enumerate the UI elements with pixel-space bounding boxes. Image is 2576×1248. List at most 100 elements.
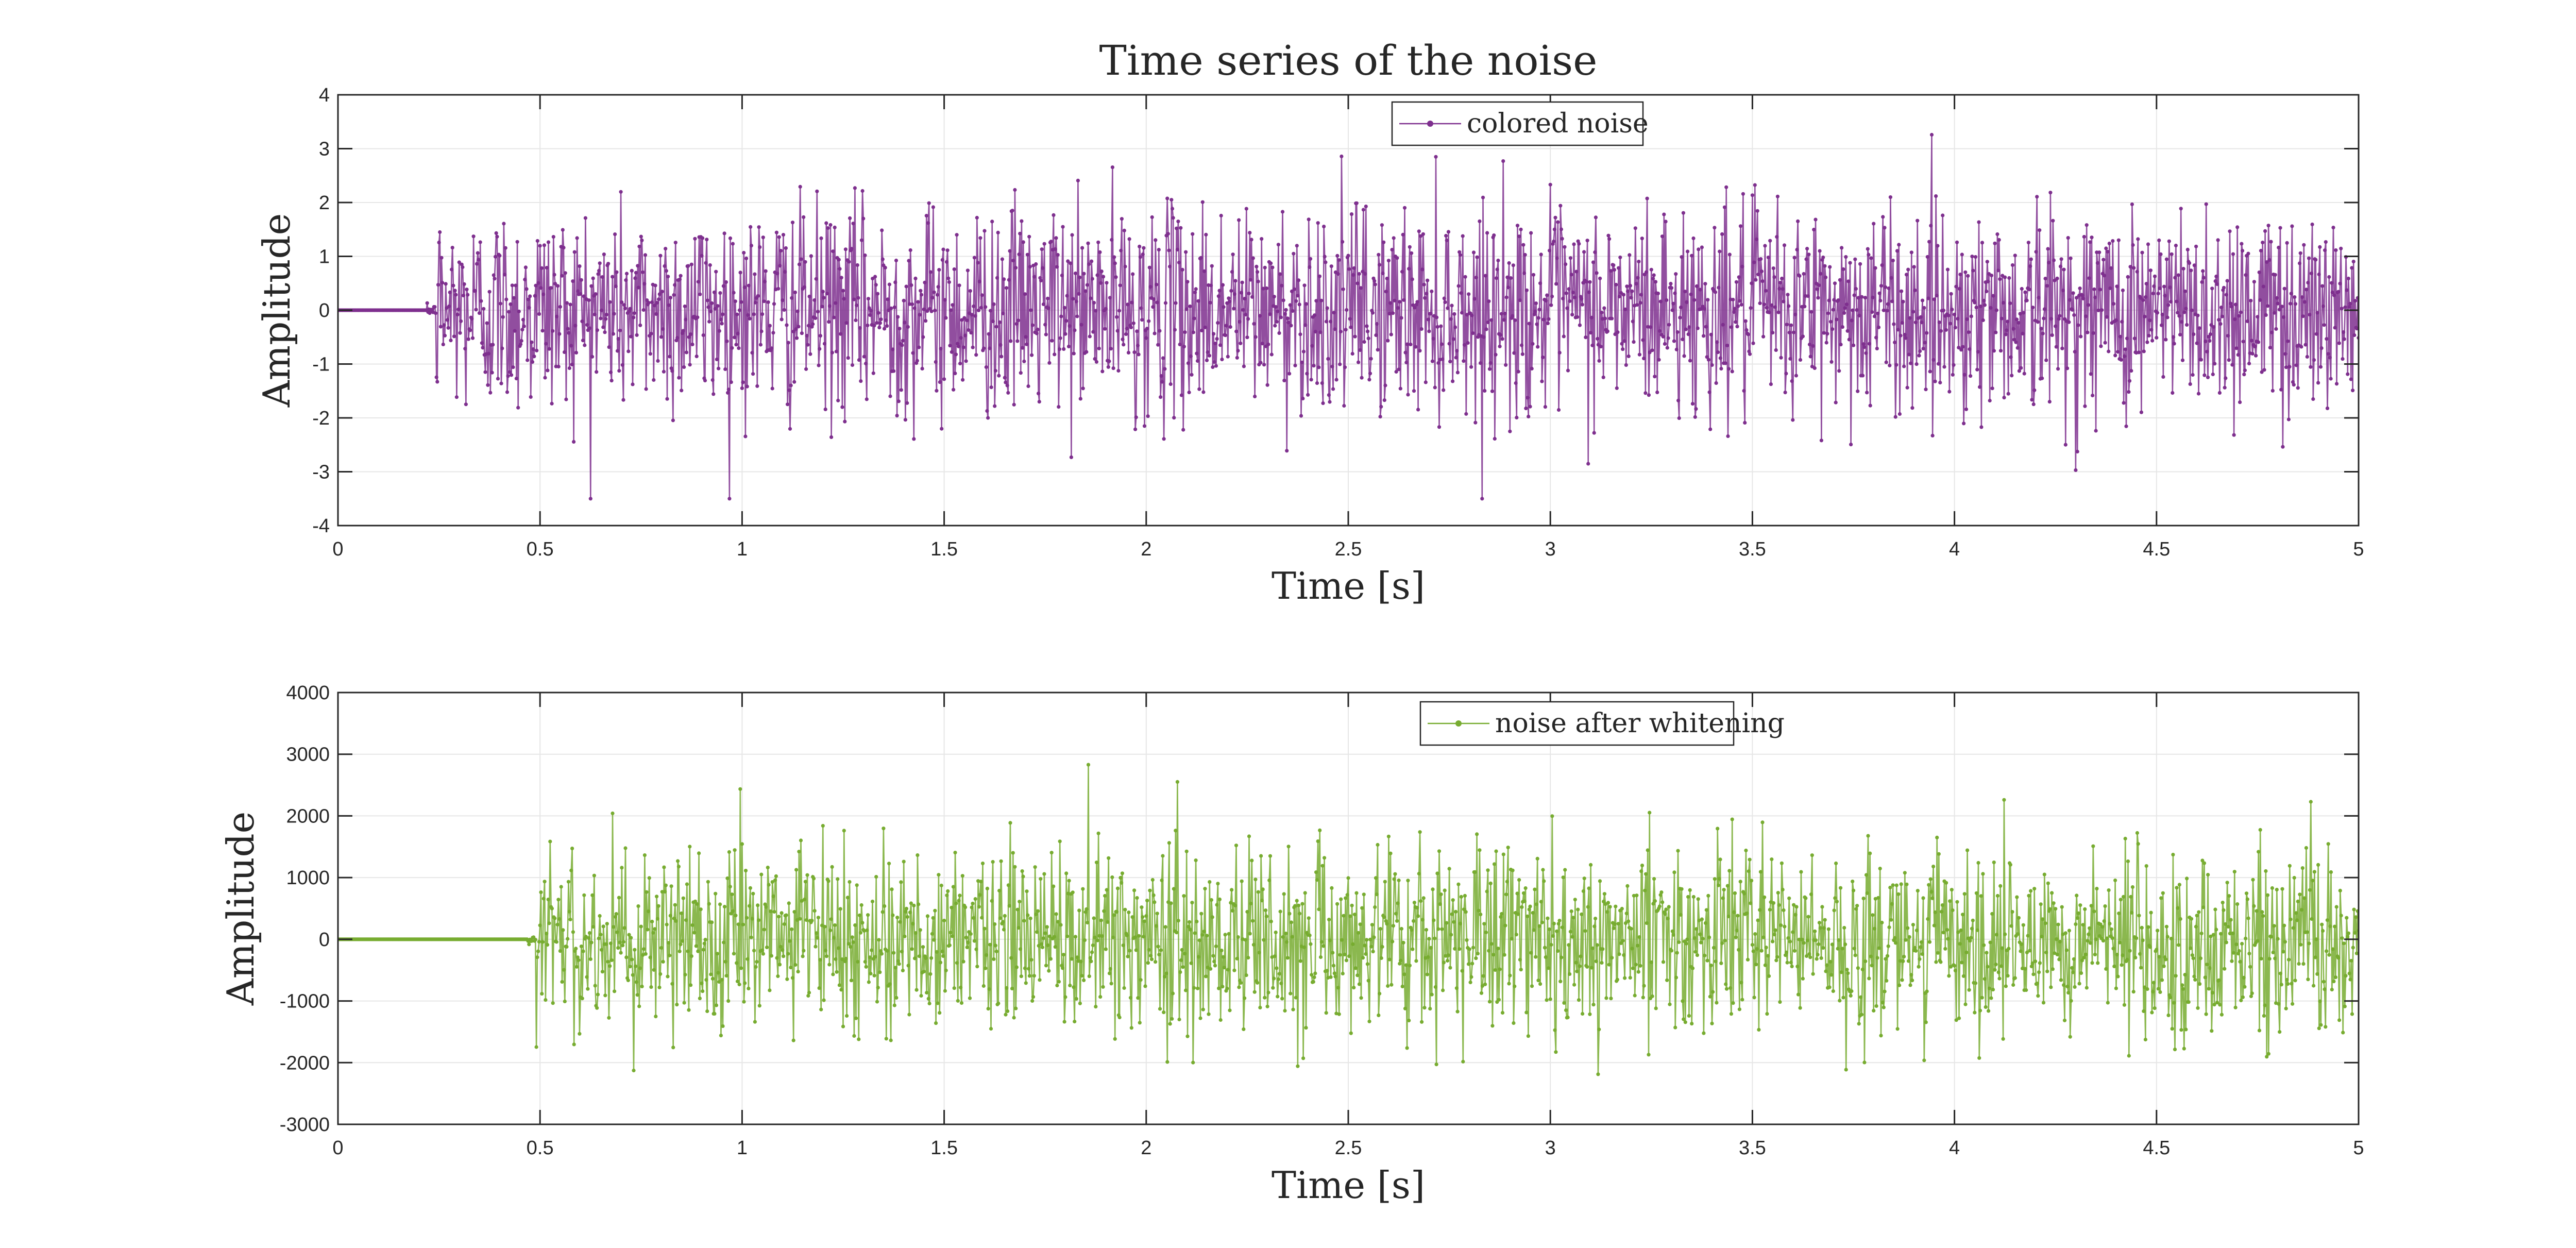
data-point bbox=[1884, 285, 1888, 289]
data-point bbox=[2161, 891, 2165, 895]
data-point bbox=[682, 365, 686, 369]
data-point bbox=[1159, 948, 1163, 952]
data-point bbox=[499, 381, 503, 385]
data-point bbox=[1846, 279, 1851, 283]
data-point bbox=[574, 965, 579, 969]
data-point bbox=[2299, 345, 2303, 349]
data-point bbox=[2229, 301, 2233, 306]
data-point bbox=[1054, 236, 1058, 240]
data-point bbox=[2156, 987, 2160, 991]
data-point bbox=[2158, 286, 2162, 291]
data-point bbox=[1643, 888, 1647, 892]
data-point bbox=[1172, 887, 1176, 891]
data-point bbox=[2129, 369, 2133, 373]
data-point bbox=[1175, 780, 1179, 784]
data-point bbox=[1686, 332, 1690, 336]
data-point bbox=[800, 899, 804, 903]
data-point bbox=[1214, 364, 1218, 368]
data-point bbox=[1469, 975, 1473, 979]
data-point bbox=[1013, 865, 1017, 869]
data-point bbox=[1165, 196, 1170, 200]
data-point bbox=[1212, 360, 1216, 364]
data-point bbox=[1984, 1005, 1988, 1009]
data-point bbox=[2179, 207, 2183, 211]
data-point bbox=[2285, 977, 2289, 982]
data-point bbox=[1703, 921, 1708, 925]
data-point bbox=[655, 917, 659, 921]
data-point bbox=[892, 1003, 896, 1007]
data-point bbox=[2037, 970, 2041, 974]
data-point bbox=[669, 884, 673, 888]
data-point bbox=[1029, 958, 1033, 962]
data-point bbox=[2320, 922, 2324, 926]
data-point bbox=[1963, 1002, 1968, 1006]
data-point bbox=[1674, 347, 1679, 351]
data-point bbox=[1945, 927, 1949, 932]
data-point bbox=[2140, 250, 2144, 255]
data-point bbox=[1074, 299, 1078, 303]
data-point bbox=[1420, 267, 1425, 272]
data-point bbox=[2233, 317, 2237, 322]
data-point bbox=[1227, 296, 1231, 300]
data-point bbox=[1568, 930, 1572, 934]
data-point bbox=[844, 321, 849, 325]
data-point bbox=[1668, 1002, 1672, 1006]
data-point bbox=[1589, 331, 1593, 335]
data-point bbox=[1783, 924, 1787, 929]
data-point bbox=[1650, 994, 1654, 998]
data-point bbox=[959, 985, 963, 989]
data-point bbox=[854, 1016, 858, 1020]
data-point bbox=[1084, 907, 1089, 911]
data-point bbox=[1398, 962, 1402, 966]
data-point bbox=[981, 346, 986, 350]
data-point bbox=[2080, 293, 2084, 297]
data-point bbox=[2299, 942, 2303, 947]
data-point bbox=[2256, 315, 2260, 319]
data-point bbox=[859, 903, 863, 907]
data-point bbox=[590, 893, 595, 897]
data-point bbox=[1005, 383, 1009, 387]
data-point bbox=[768, 988, 772, 992]
data-point bbox=[1420, 918, 1425, 922]
data-point bbox=[734, 914, 738, 918]
data-point bbox=[1963, 270, 1968, 274]
data-point bbox=[801, 954, 805, 958]
data-point bbox=[1347, 267, 1351, 271]
data-point bbox=[2150, 339, 2155, 343]
data-point bbox=[1628, 283, 1632, 288]
data-point bbox=[1989, 996, 1993, 1000]
data-point bbox=[560, 980, 564, 984]
data-point bbox=[1937, 852, 1941, 856]
y-tick-label-6: 3000 bbox=[286, 744, 330, 766]
data-point bbox=[1429, 312, 1433, 316]
data-point bbox=[2308, 313, 2312, 317]
data-point bbox=[2091, 331, 2095, 335]
data-point bbox=[2042, 316, 2046, 321]
legend-top: colored noise bbox=[1391, 101, 1649, 146]
data-point bbox=[1402, 206, 1407, 210]
data-point bbox=[1344, 896, 1348, 900]
data-point bbox=[1162, 1010, 1166, 1015]
data-point bbox=[1125, 327, 1129, 331]
data-point bbox=[726, 391, 730, 395]
data-point bbox=[767, 883, 771, 887]
x-tick-label-8: 4 bbox=[1949, 1137, 1960, 1159]
data-point bbox=[1803, 305, 1807, 309]
data-point bbox=[1004, 380, 1008, 384]
data-point bbox=[2131, 243, 2135, 247]
data-point bbox=[2238, 400, 2242, 404]
data-point bbox=[863, 959, 867, 964]
data-point bbox=[500, 346, 504, 350]
legend-marker-colored-noise bbox=[1427, 121, 1433, 127]
data-point bbox=[1129, 325, 1133, 330]
data-point bbox=[755, 959, 759, 964]
data-point bbox=[1308, 933, 1312, 937]
data-point bbox=[1626, 354, 1631, 359]
data-point bbox=[769, 909, 773, 914]
data-point bbox=[824, 221, 828, 225]
data-point bbox=[1628, 975, 1632, 980]
data-point bbox=[1914, 949, 1918, 953]
data-point bbox=[1520, 352, 1524, 356]
data-point bbox=[1498, 967, 1502, 971]
data-point bbox=[2257, 270, 2261, 275]
